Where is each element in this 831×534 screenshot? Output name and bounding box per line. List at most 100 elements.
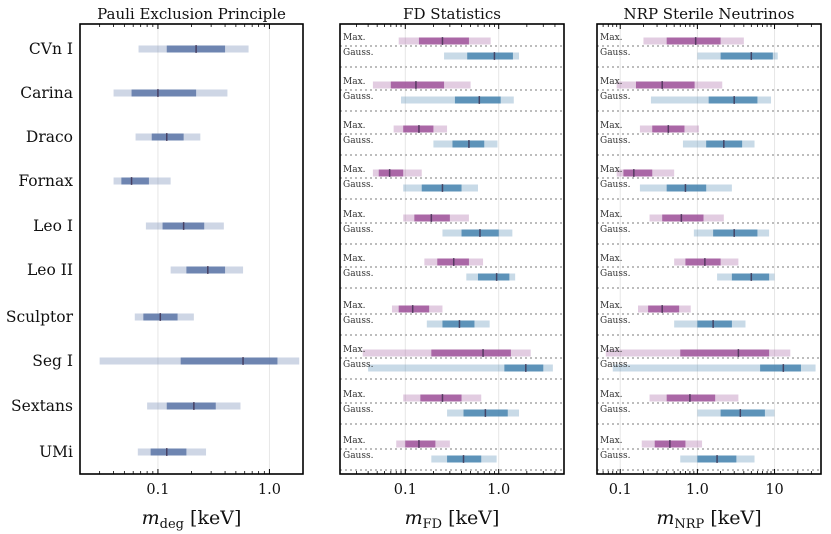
interval-cvn-i-max xyxy=(398,37,491,45)
interval-sculptor-gauss xyxy=(674,320,746,328)
interval-leo-i-gauss xyxy=(693,229,770,237)
interval-umi-gauss xyxy=(680,455,755,463)
interval-carina-max xyxy=(616,81,723,89)
interval-fornax-max xyxy=(372,169,422,177)
x-tick-label: 1.0 xyxy=(686,482,709,498)
series-label-max: Max. xyxy=(600,33,623,43)
interval-leo-i-max xyxy=(649,214,724,222)
panel-fd-statistics: Max. Gauss. Max. Gauss. Max. Gauss. Max. Gauss.… xyxy=(339,5,565,532)
category-label-cvn-i: CVn I xyxy=(29,40,73,58)
series-label-gauss: Gauss. xyxy=(600,180,631,190)
panel-pauli-exclusion-principle: 0.1 1.0 Pauli Exclusion Principle mdeg [keV… xyxy=(79,5,304,532)
interval-sextans-max xyxy=(649,394,739,402)
series-label-max: Max. xyxy=(600,165,623,175)
x-axis-label-unit: [keV] xyxy=(184,507,241,529)
series-label-gauss: Gauss. xyxy=(600,48,631,58)
interval-cvn-i-gauss xyxy=(444,52,520,60)
interval-cvn-i-max xyxy=(643,37,744,45)
axes-frame xyxy=(596,23,822,475)
series-label-gauss: Gauss. xyxy=(343,48,374,58)
series-label-gauss: Gauss. xyxy=(600,360,631,370)
interval-cvn-i xyxy=(138,45,249,53)
interval-leo-i xyxy=(145,222,224,230)
interval-draco-max xyxy=(639,125,700,133)
panel-title: FD Statistics xyxy=(403,5,501,23)
series-label-gauss: Gauss. xyxy=(343,269,374,279)
series-label-gauss: Gauss. xyxy=(343,360,374,370)
interval-umi xyxy=(137,448,207,456)
category-label-sculptor: Sculptor xyxy=(6,308,74,326)
x-axis-label: mNRP [keV] xyxy=(656,507,761,532)
x-axis-label: mdeg [keV] xyxy=(142,507,242,532)
x-axis-label-sub: NRP xyxy=(674,517,704,532)
interval-umi-max xyxy=(641,440,703,448)
x-tick-label: 1.0 xyxy=(487,482,510,498)
interval-leo-i-max xyxy=(403,214,469,222)
series-label-gauss: Gauss. xyxy=(343,180,374,190)
x-axis-label-unit: [keV] xyxy=(704,507,761,529)
x-axis-label-sub: FD xyxy=(423,517,442,532)
interval-fornax-gauss xyxy=(403,184,478,192)
category-label-carina: Carina xyxy=(20,84,73,102)
interval-draco xyxy=(135,133,201,141)
interval-sculptor-max xyxy=(391,305,443,313)
series-label-gauss: Gauss. xyxy=(600,316,631,326)
series-label-gauss: Gauss. xyxy=(343,136,374,146)
interval-leo-ii-max xyxy=(674,258,739,266)
series-label-max: Max. xyxy=(343,33,366,43)
x-tick-label: 10 xyxy=(765,482,783,498)
series-label-gauss: Gauss. xyxy=(343,316,374,326)
interval-leo-ii-max xyxy=(424,258,484,266)
panel-title: NRP Sterile Neutrinos xyxy=(624,5,795,23)
series-label-gauss: Gauss. xyxy=(343,92,374,102)
interval-leo-ii-gauss xyxy=(717,273,775,281)
interval-cvn-i-gauss xyxy=(697,52,778,60)
interval-carina xyxy=(113,89,228,97)
x-tick-label: 1.0 xyxy=(258,482,281,498)
interval-sculptor-gauss xyxy=(426,320,490,328)
interval-sextans xyxy=(147,402,241,410)
series-label-max: Max. xyxy=(600,254,623,264)
axes-frame xyxy=(339,23,565,475)
series-label-max: Max. xyxy=(600,390,623,400)
series-label-max: Max. xyxy=(343,165,366,175)
interval-sculptor xyxy=(134,313,194,321)
x-axis-label-var: m xyxy=(656,507,674,529)
interval-umi-max xyxy=(396,440,450,448)
category-label-leo-i: Leo I xyxy=(33,217,73,235)
category-label-draco: Draco xyxy=(26,128,73,146)
interval-carina-max xyxy=(372,81,471,89)
category-label-seg-i: Seg I xyxy=(32,352,73,370)
interval-carina-gauss xyxy=(650,96,772,104)
series-label-max: Max. xyxy=(343,345,366,355)
x-tick-label: 0.1 xyxy=(146,482,169,498)
series-label-gauss: Gauss. xyxy=(600,405,631,415)
interval-draco-max xyxy=(393,125,448,133)
series-label-max: Max. xyxy=(343,436,366,446)
series-label-max: Max. xyxy=(343,390,366,400)
interval-sextans-max xyxy=(403,394,482,402)
interval-seg-i-gauss xyxy=(368,364,553,372)
panel-nrp-sterile-neutrinos: Max. Gauss. Max. Gauss. Max. Gauss. Max. Gauss.… xyxy=(596,5,822,532)
interval-seg-i-gauss xyxy=(612,364,816,372)
interval-draco-gauss xyxy=(433,140,498,148)
interval-leo-ii-gauss xyxy=(466,273,516,281)
x-axis-label-var: m xyxy=(405,507,423,529)
series-label-max: Max. xyxy=(343,121,366,131)
series-label-gauss: Gauss. xyxy=(343,405,374,415)
series-label-max: Max. xyxy=(343,301,366,311)
interval-sextans-gauss xyxy=(697,409,775,417)
interval-umi-gauss xyxy=(431,455,497,463)
interval-fornax-gauss xyxy=(639,184,732,192)
interval-fornax xyxy=(113,177,171,185)
series-label-max: Max. xyxy=(343,210,366,220)
series-label-max: Max. xyxy=(600,436,623,446)
x-axis-label-var: m xyxy=(142,507,160,529)
category-label-umi: UMi xyxy=(39,443,73,461)
series-label-gauss: Gauss. xyxy=(600,451,631,461)
interval-seg-i-max xyxy=(362,349,531,357)
x-axis-label-sub: deg xyxy=(160,517,184,532)
series-label-max: Max. xyxy=(600,121,623,131)
series-label-gauss: Gauss. xyxy=(343,451,374,461)
series-label-gauss: Gauss. xyxy=(600,136,631,146)
